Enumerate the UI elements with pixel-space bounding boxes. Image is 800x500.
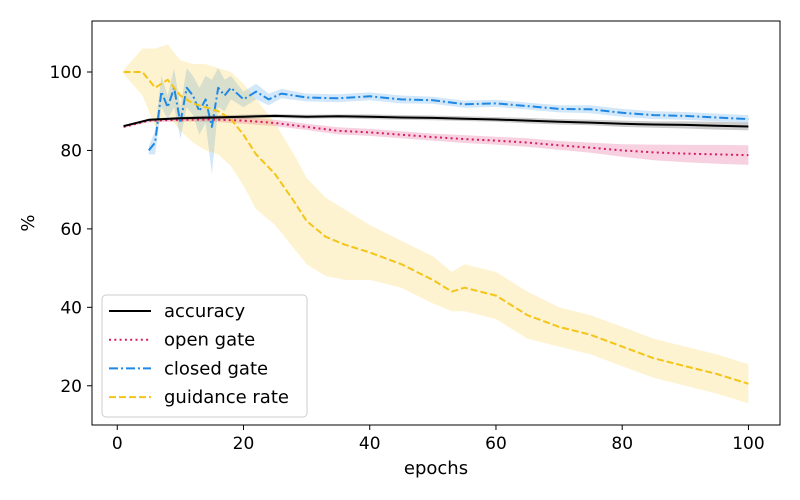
line-closed-gate (148, 86, 749, 152)
band-guidance-rate (123, 44, 749, 404)
x-tick-label: 40 (359, 434, 381, 454)
x-tick-label: 60 (485, 434, 507, 454)
legend-label-closed-gate: closed gate (164, 358, 268, 379)
legend: accuracy open gate closed gate guidance … (101, 294, 308, 418)
legend-label-open-gate: open gate (164, 330, 255, 351)
plot-frame (91, 20, 781, 426)
x-tick-label: 0 (112, 434, 123, 454)
y-tick-label: 20 (60, 377, 82, 397)
y-tick-label: 40 (60, 298, 82, 318)
series-lines (123, 71, 749, 385)
x-tick-label: 100 (732, 434, 764, 454)
x-tick-label: 80 (611, 434, 633, 454)
x-axis-title: epochs (404, 458, 468, 479)
legend-label-accuracy: accuracy (164, 301, 246, 322)
x-tick-label: 20 (233, 434, 255, 454)
y-axis-title: % (18, 214, 39, 231)
y-tick-label: 80 (60, 141, 82, 161)
legend-box (101, 294, 308, 418)
band-open-gate (123, 117, 749, 165)
legend-label-guidance-rate: guidance rate (164, 387, 289, 408)
band-closed-gate (148, 68, 749, 174)
x-axis-ticks: 0 20 40 60 80 100 (112, 425, 765, 454)
y-axis-ticks: 20 40 60 80 100 (50, 63, 92, 397)
line-accuracy (123, 114, 749, 128)
y-tick-label: 60 (60, 220, 82, 240)
line-guidance-rate (123, 71, 749, 385)
y-tick-label: 100 (50, 63, 82, 83)
